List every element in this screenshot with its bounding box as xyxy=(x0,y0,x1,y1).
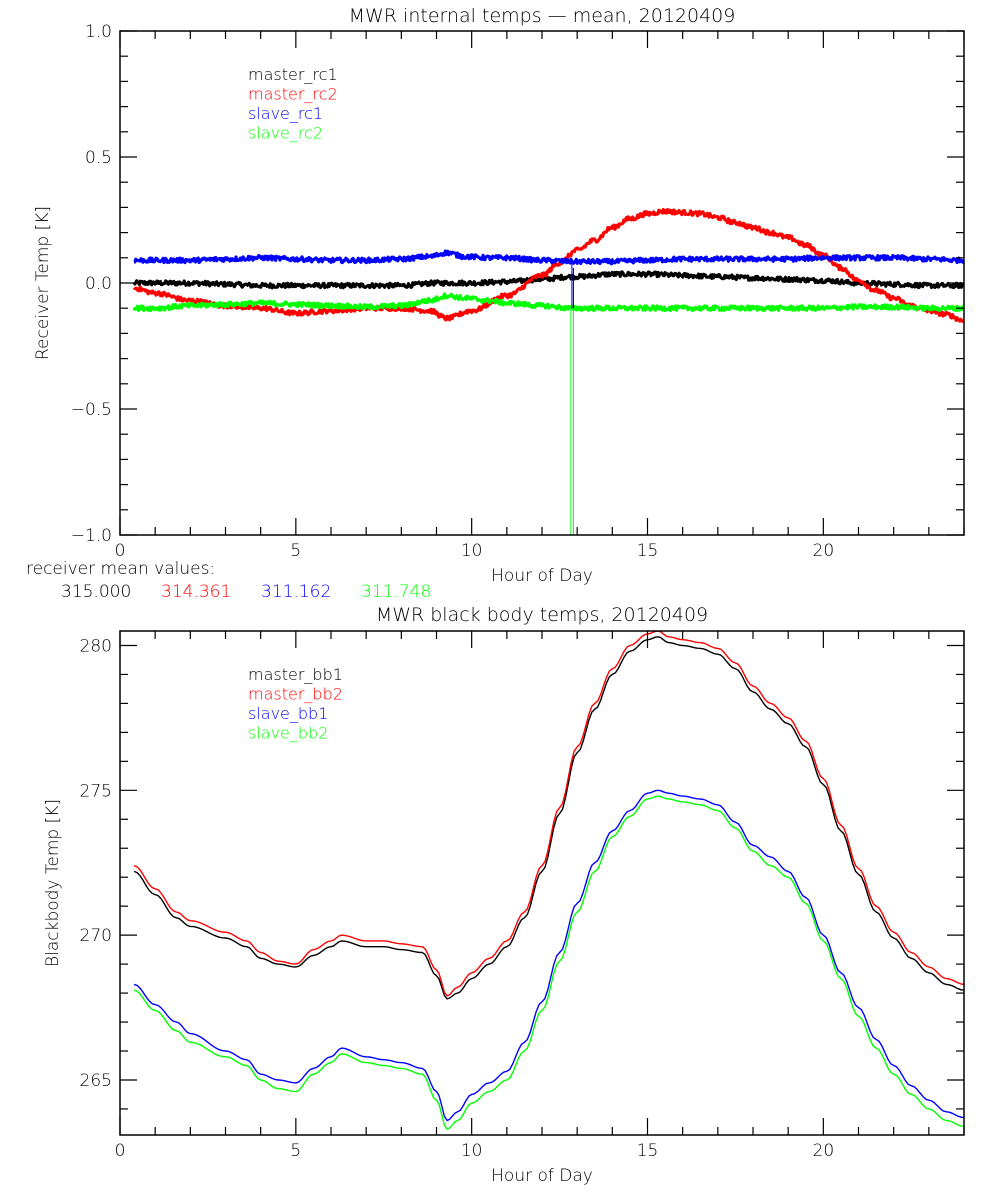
y-tick-label: −0.5 xyxy=(71,400,112,420)
legend-entry-master-rc1: master_rc1 xyxy=(248,65,338,84)
y-tick-label: 1.0 xyxy=(85,22,112,42)
y-tick-label: 280 xyxy=(80,636,112,656)
axis-ticks: 0 5 10 15 20 −1.0 −0.5 0.0 0.5 1.0 xyxy=(71,22,965,561)
series-line-master-bb1 xyxy=(133,636,964,1000)
series-line-slave-bb1 xyxy=(133,789,964,1122)
x-axis-label: Hour of Day xyxy=(491,1166,593,1186)
axis-ticks: 0 5 10 15 20 265 270 275 280 xyxy=(80,631,965,1161)
x-tick-label: 10 xyxy=(461,1141,483,1161)
receiver-mean-values: 315.000 314.361 311.162 311.748 xyxy=(61,582,431,602)
blackbody-temp-chart: MWR black body temps, 20120409 0 5 10 15 20 2… xyxy=(43,604,965,1186)
series-group xyxy=(133,631,964,1130)
x-tick-label: 0 xyxy=(115,1141,126,1161)
legend-entry-master-rc2: master_rc2 xyxy=(248,85,338,104)
y-tick-label: 270 xyxy=(80,926,112,946)
receiver-mean-value: 314.361 xyxy=(161,582,231,602)
x-axis-label: Hour of Day xyxy=(491,566,593,586)
y-axis-label: Receiver Temp [K] xyxy=(33,206,53,360)
receiver-mean-value: 311.162 xyxy=(261,582,331,602)
legend-entry-slave-rc2: slave_rc2 xyxy=(248,124,323,143)
x-tick-label: 0 xyxy=(115,541,126,561)
x-tick-label: 5 xyxy=(290,1141,301,1161)
dropout-spike xyxy=(570,260,574,535)
y-tick-label: 0.5 xyxy=(85,148,112,168)
receiver-temp-chart: MWR internal temps — mean, 20120409 0 5 10… xyxy=(26,5,965,602)
receiver-mean-value: 311.748 xyxy=(361,582,431,602)
chart-title: MWR internal temps — mean, 20120409 xyxy=(349,5,736,27)
y-tick-label: 265 xyxy=(80,1071,112,1091)
series-group xyxy=(132,207,964,323)
y-tick-label: −1.0 xyxy=(71,526,112,546)
legend-entry-slave-bb1: slave_bb1 xyxy=(248,704,328,723)
series-line-slave-bb2 xyxy=(133,795,964,1130)
legend-entry-master-bb2: master_bb2 xyxy=(248,685,343,704)
x-tick-label: 10 xyxy=(461,541,483,561)
y-tick-label: 275 xyxy=(80,781,112,801)
series-line-master-bb2 xyxy=(133,631,964,997)
chart-title: MWR black body temps, 20120409 xyxy=(376,604,708,626)
y-tick-label: 0.0 xyxy=(85,274,112,294)
series-line-master-rc2 xyxy=(132,207,964,323)
series-line-slave-rc1 xyxy=(133,249,964,266)
series-line-master-rc1 xyxy=(132,270,964,290)
y-axis-label: Blackbody Temp [K] xyxy=(43,799,63,967)
x-tick-label: 15 xyxy=(637,1141,659,1161)
x-tick-label: 5 xyxy=(290,541,301,561)
legend-entry-master-bb1: master_bb1 xyxy=(248,665,343,684)
receiver-mean-value: 315.000 xyxy=(61,582,131,602)
legend-entry-slave-bb2: slave_bb2 xyxy=(248,724,328,743)
x-tick-label: 20 xyxy=(813,1141,835,1161)
legend-entry-slave-rc1: slave_rc1 xyxy=(248,104,323,123)
x-tick-label: 20 xyxy=(813,541,835,561)
receiver-mean-label: receiver mean values: xyxy=(26,559,215,579)
x-tick-label: 15 xyxy=(637,541,659,561)
series-line-slave-rc2 xyxy=(132,292,964,313)
